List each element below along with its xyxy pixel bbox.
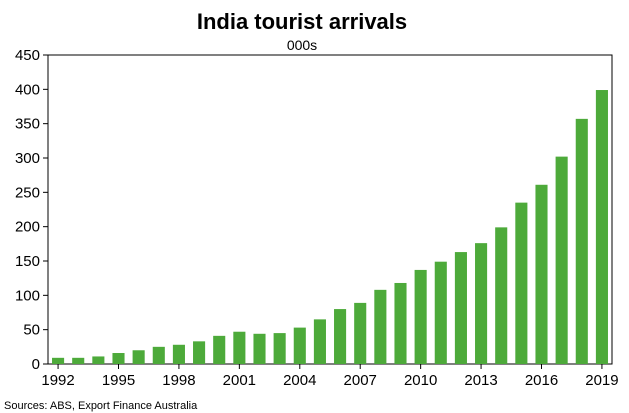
y-tick-label: 200 <box>15 219 40 236</box>
bar-2009 <box>394 282 407 364</box>
y-tick-label: 450 <box>15 47 40 64</box>
y-tick-label: 100 <box>15 287 40 304</box>
bar-1992 <box>52 357 65 364</box>
chart-title: India tourist arrivals <box>197 9 407 34</box>
bar-2007 <box>354 302 367 364</box>
bar-1996 <box>132 350 145 364</box>
bar-2008 <box>374 289 387 364</box>
y-axis: 0 50 100 150 200 250 300 350 400 450 <box>15 47 48 373</box>
x-tick-label: 2007 <box>344 372 377 389</box>
bar-2000 <box>213 335 226 364</box>
bar-2006 <box>334 309 347 364</box>
plot-frame <box>47 54 613 365</box>
y-tick-label: 400 <box>15 81 40 98</box>
bar-2014 <box>495 227 508 364</box>
x-tick-label: 2019 <box>585 372 618 389</box>
x-axis: 1992 1995 1998 2001 2004 2007 2010 2013 2016 2019 <box>41 364 619 389</box>
plot-border <box>47 54 613 365</box>
bar-2011 <box>434 261 447 364</box>
bar-1999 <box>193 341 206 364</box>
bar-1994 <box>92 356 105 364</box>
x-tick-label: 2004 <box>283 372 316 389</box>
x-tick-label: 1995 <box>102 372 135 389</box>
chart-subtitle: 000s <box>287 37 317 53</box>
bar-1997 <box>152 346 165 364</box>
bars <box>52 90 608 365</box>
bar-2018 <box>575 118 588 364</box>
x-tick-label: 1998 <box>162 372 195 389</box>
bar-1993 <box>72 357 85 364</box>
bar-1998 <box>172 344 185 364</box>
x-tick-label: 2010 <box>404 372 437 389</box>
y-tick-label: 250 <box>15 184 40 201</box>
x-tick-label: 2013 <box>464 372 497 389</box>
x-tick-label: 2001 <box>223 372 256 389</box>
bar-2002 <box>253 333 266 364</box>
bar-2017 <box>555 156 568 364</box>
bar-2010 <box>414 269 427 364</box>
bar-2015 <box>515 202 528 364</box>
bar-2016 <box>535 184 548 364</box>
bar-2013 <box>475 243 488 364</box>
bar-2003 <box>273 333 286 364</box>
y-tick-label: 300 <box>15 150 40 167</box>
bar-2019 <box>595 90 608 365</box>
source-note: Sources: ABS, Export Finance Australia <box>4 400 198 412</box>
y-tick-label: 350 <box>15 116 40 133</box>
bar-2005 <box>313 319 326 364</box>
y-tick-label: 150 <box>15 253 40 270</box>
bar-2004 <box>293 327 306 364</box>
bar-2012 <box>454 252 467 364</box>
x-tick-label: 1992 <box>41 372 74 389</box>
y-tick-label: 0 <box>32 356 40 373</box>
x-tick-label: 2016 <box>525 372 558 389</box>
bar-2001 <box>233 331 246 364</box>
y-tick-label: 50 <box>23 322 40 339</box>
bar-1995 <box>112 353 125 364</box>
